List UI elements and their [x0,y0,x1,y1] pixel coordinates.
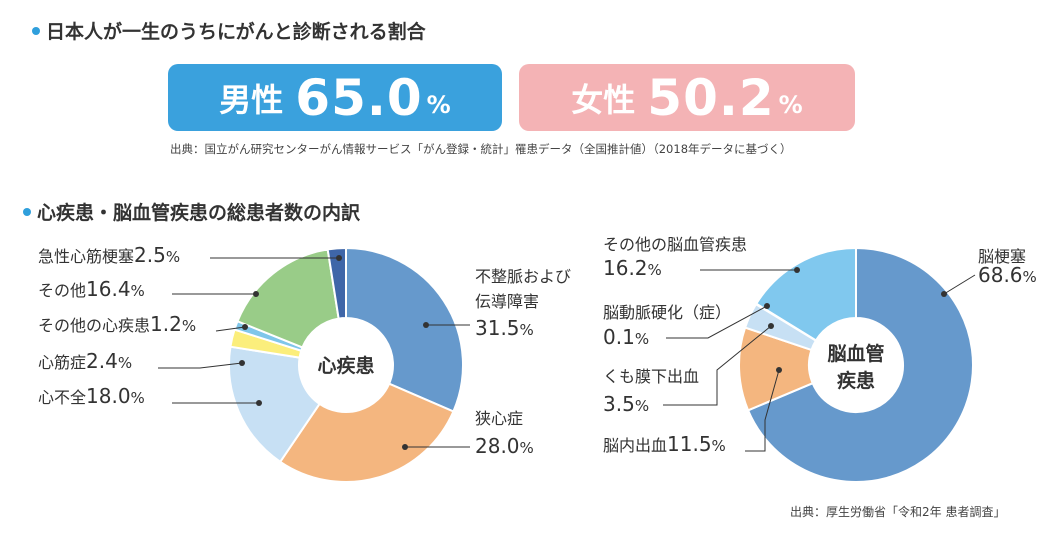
leader-line-脳梗塞 [943,274,976,295]
center-label-line1: 脳血管 [826,342,884,365]
label-value-その他の脳血管疾患: 16.2% [603,256,662,280]
slice-狭心症 [278,382,455,483]
label-value-くも膜下出血: 3.5% [603,392,649,416]
slice-不整脈および伝導障害 [345,246,464,413]
center-label: 心疾患 [317,354,374,377]
label-name-cont-不整脈および伝導障害: 伝導障害 [475,292,539,311]
female-label: 女性 [571,80,636,119]
male-label: 男性 [219,80,284,119]
label-name-狭心症: 狭心症 [475,409,523,428]
leader-dot-その他の心疾患 [242,324,248,330]
slice-その他の脳血管疾患 [754,246,857,342]
leader-line-脳動脈硬化症 [666,305,768,339]
leader-dot-急性心筋梗塞 [336,255,342,261]
label-name-脳動脈硬化症: 脳動脈硬化（症） [603,303,731,322]
label-value-脳動脈硬化症: 0.1% [603,325,649,349]
leader-dot-その他の脳血管疾患 [794,267,800,273]
heading-bullet-2 [23,208,31,216]
slice-急性心筋梗塞 [326,246,347,320]
female-unit: % [778,90,803,119]
label-その他の心疾患: その他の心疾患1.2% [38,312,196,336]
heart-disease-donut: 心疾患 [228,246,464,483]
male-stat-box: 男性 65.0 % [168,64,502,131]
section-heading-2: 心疾患・脳血管疾患の総患者数の内訳 [37,202,361,224]
leader-dot-くも膜下出血 [768,323,774,329]
slice-心不全 [228,345,321,464]
leader-dot-脳梗塞 [941,291,947,297]
leader-dot-その他 [253,291,259,297]
leader-line-脳内出血 [745,369,780,452]
leader-line-その他の心疾患 [215,326,246,332]
label-value-脳梗塞: 68.6% [978,263,1037,287]
leader-line-くも膜下出血 [663,325,772,406]
cerebrovascular-donut: 脳血管疾患 [738,246,974,483]
label-value-狭心症: 28.0% [475,434,534,458]
label-name-不整脈および伝導障害: 不整脈および [475,267,571,286]
slice-脳梗塞 [746,246,974,483]
label-脳内出血: 脳内出血11.5% [603,432,726,456]
label-その他: その他16.4% [38,277,145,301]
label-name-脳梗塞: 脳梗塞 [978,247,1026,266]
label-心不全: 心不全18.0% [38,384,145,408]
source-note-2: 出典：厚生労働省「令和2年 患者調査」 [790,505,1006,519]
source-note-1: 出典：国立がん研究センターがん情報サービス「がん登録・統計」罹患データ（全国推計… [170,142,792,156]
leader-dot-脳動脈硬化症 [764,303,770,309]
leader-dot-脳内出血 [776,367,782,373]
label-急性心筋梗塞: 急性心筋梗塞2.5% [38,243,180,267]
center-label-line2: 疾患 [837,369,875,392]
label-value-不整脈および伝導障害: 31.5% [475,316,534,340]
label-name-くも膜下出血: くも膜下出血 [603,367,699,386]
male-unit: % [426,90,451,119]
label-心筋症: 心筋症2.4% [38,349,132,373]
male-value: 65.0 [295,68,423,127]
heading-bullet-1 [32,27,40,35]
leader-dot-狭心症 [402,444,408,450]
leader-dot-心不全 [256,400,262,406]
leader-line-心筋症 [158,362,243,369]
label-name-その他の脳血管疾患: その他の脳血管疾患 [603,235,747,254]
section-heading-1: 日本人が一生のうちにがんと診断される割合 [46,21,426,43]
female-value: 50.2 [647,68,775,127]
leader-dot-不整脈および伝導障害 [423,322,429,328]
leader-dot-心筋症 [239,360,245,366]
female-stat-box: 女性 50.2 % [519,64,855,131]
